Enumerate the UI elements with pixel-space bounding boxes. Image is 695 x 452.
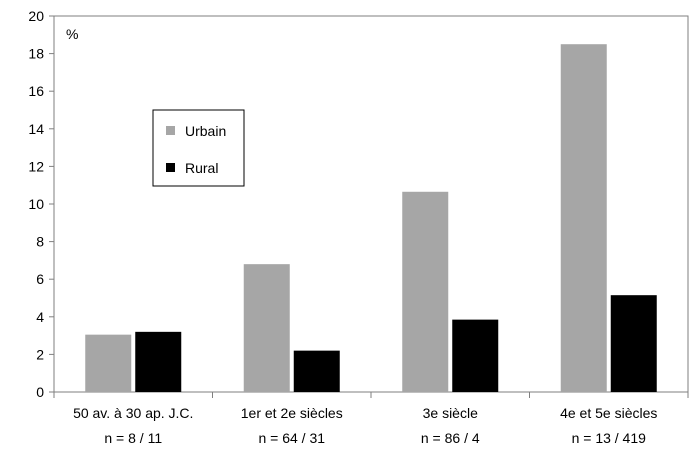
unit-label: %: [66, 26, 78, 42]
x-category-count: n = 13 / 419: [572, 430, 647, 446]
x-category-label: 4e et 5e siècles: [560, 405, 657, 421]
y-tick-label: 2: [36, 346, 44, 362]
y-tick-label: 20: [28, 8, 44, 24]
bar-rural-3: [610, 295, 657, 392]
bar-urbain-2: [402, 191, 449, 392]
legend-label-rural: Rural: [185, 160, 218, 176]
y-tick-label: 12: [28, 158, 44, 174]
x-axis: 50 av. à 30 ap. J.C. n = 8 / 11 1er et 2e …: [53, 392, 689, 446]
x-category-label: 1er et 2e siècles: [241, 405, 343, 421]
y-tick-label: 0: [36, 384, 44, 400]
x-category-count: n = 86 / 4: [421, 430, 480, 446]
y-tick-label: 10: [28, 196, 44, 212]
bar-urbain-3: [560, 44, 607, 392]
y-tick-label: 6: [36, 271, 44, 287]
x-category-label: 50 av. à 30 ap. J.C.: [73, 405, 193, 421]
legend-box: [152, 109, 245, 187]
bars: [85, 44, 657, 392]
x-category-count: n = 8 / 11: [104, 430, 162, 446]
legend-swatch-rural: [166, 163, 175, 172]
y-tick-label: 14: [28, 121, 44, 137]
y-tick-label: 16: [28, 83, 44, 99]
legend: Urbain Rural: [152, 109, 245, 187]
bar-rural-0: [135, 331, 182, 392]
bar-urbain-0: [85, 334, 132, 392]
y-tick-label: 4: [36, 309, 44, 325]
y-tick-label: 18: [28, 46, 44, 62]
legend-swatch-urbain: [166, 126, 175, 135]
y-axis: 0 2 4 6 8 10 12 14 16 18 20: [28, 8, 54, 400]
bar-urbain-1: [243, 264, 290, 392]
x-category-label: 3e siècle: [423, 405, 478, 421]
bar-rural-1: [293, 350, 340, 392]
y-tick-label: 8: [36, 234, 44, 250]
legend-label-urbain: Urbain: [185, 123, 226, 139]
x-category-count: n = 64 / 31: [258, 430, 325, 446]
bar-rural-2: [452, 319, 499, 392]
